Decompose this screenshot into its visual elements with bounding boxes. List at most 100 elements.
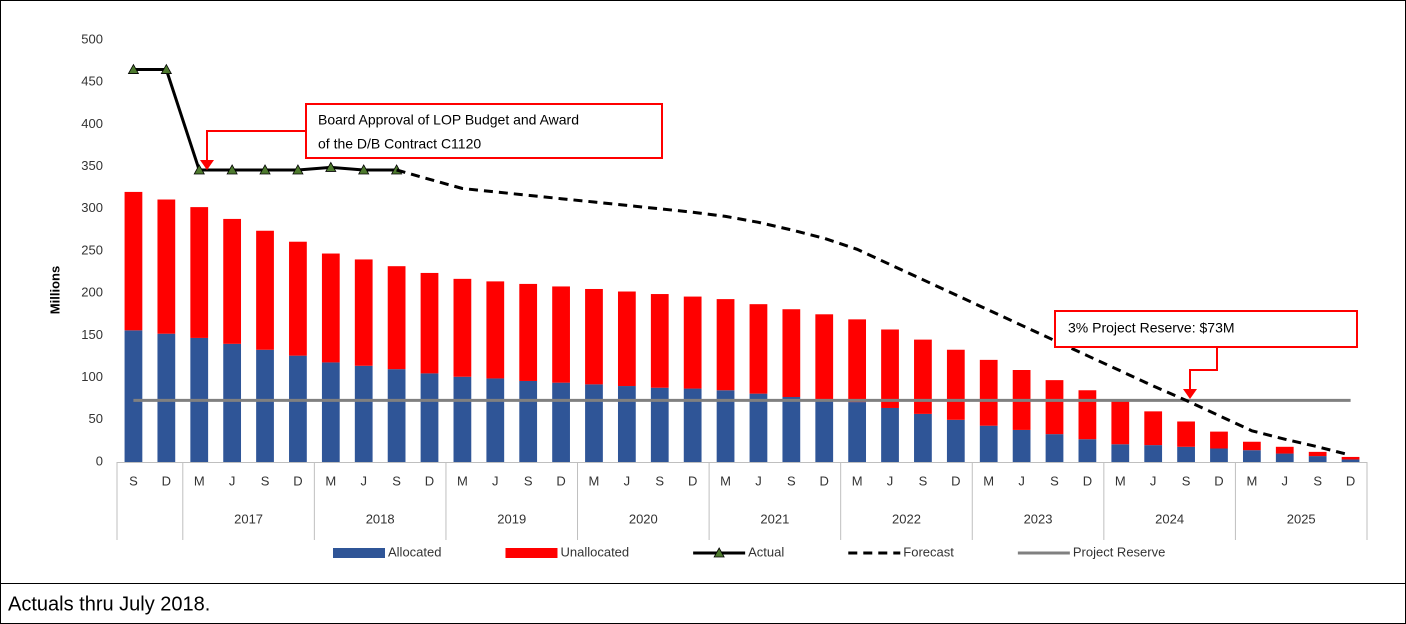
y-tick-label: 200 — [81, 285, 103, 300]
x-tick-label: M — [1246, 473, 1257, 488]
y-tick-label: 400 — [81, 116, 103, 131]
legend-label: Unallocated — [560, 544, 629, 559]
bar — [1341, 459, 1360, 462]
x-tick-label: D — [425, 473, 434, 488]
bar — [881, 329, 899, 408]
legend-label: Project Reserve — [1073, 544, 1165, 559]
group-label: 2020 — [629, 511, 658, 526]
bar — [683, 388, 702, 462]
x-tick-label: S — [392, 473, 401, 488]
bar — [848, 319, 867, 403]
x-tick-label: J — [229, 473, 236, 488]
y-tick-label: 0 — [96, 453, 103, 468]
group-label: 2024 — [1155, 511, 1184, 526]
bar — [617, 291, 636, 387]
legend-label: Forecast — [903, 544, 954, 559]
bar — [1111, 444, 1130, 462]
bar — [914, 413, 932, 462]
x-tick-label: M — [457, 473, 468, 488]
bar — [1275, 453, 1294, 462]
x-tick-label: D — [293, 473, 302, 488]
x-tick-label: S — [655, 473, 664, 488]
bar — [585, 288, 603, 385]
marker — [226, 164, 238, 175]
x-tick-label: J — [1282, 473, 1289, 488]
y-tick-label: 450 — [81, 74, 103, 89]
x-tick-label: D — [1083, 473, 1092, 488]
bar — [585, 384, 603, 462]
arrowhead — [1183, 389, 1197, 399]
annotation-box — [1054, 310, 1358, 348]
x-tick-label: D — [688, 473, 697, 488]
x-tick-label: M — [589, 473, 600, 488]
bar — [1144, 445, 1163, 462]
annotations: Board Approval of LOP Budget and Award o… — [200, 103, 1358, 399]
annotation-text: of the D/B Contract C1120 — [318, 136, 481, 152]
connector — [1189, 347, 1218, 391]
marker — [193, 164, 205, 175]
x-tick-label: J — [887, 473, 894, 488]
bar — [716, 390, 735, 462]
legend-swatch — [333, 548, 385, 558]
bar — [354, 365, 373, 462]
bar — [683, 296, 702, 389]
bar — [223, 343, 242, 462]
line — [396, 168, 1351, 457]
x-tick-label: J — [360, 473, 367, 488]
bar — [1012, 429, 1031, 462]
bar — [420, 373, 439, 462]
bar — [223, 218, 242, 344]
bar — [453, 278, 472, 377]
x-tick-label: S — [787, 473, 796, 488]
bar — [486, 281, 505, 379]
bar — [716, 299, 735, 391]
y-axis-label: Millions — [47, 266, 62, 314]
bar — [1144, 411, 1163, 446]
y-tick-label: 350 — [81, 158, 103, 173]
bar — [124, 330, 143, 462]
connector — [206, 130, 306, 162]
bar — [815, 314, 834, 400]
bar — [289, 241, 307, 356]
x-tick-label: S — [919, 473, 928, 488]
bar — [519, 283, 538, 381]
bar — [979, 425, 998, 462]
bar — [782, 309, 801, 398]
x-tick-label: S — [129, 473, 138, 488]
y-tick-label: 150 — [81, 327, 103, 342]
marker — [259, 164, 271, 175]
group-label: 2023 — [1024, 511, 1053, 526]
x-tick-label: M — [1115, 473, 1126, 488]
legend-marker — [713, 547, 725, 558]
bar — [815, 399, 834, 462]
bar — [979, 359, 998, 426]
group-label: 2021 — [760, 511, 789, 526]
bar — [1078, 439, 1097, 462]
x-tick-label: D — [556, 473, 565, 488]
bar — [881, 407, 899, 462]
bar — [486, 378, 505, 462]
y-tick-label: 100 — [81, 369, 103, 384]
bar — [552, 286, 570, 383]
bar — [1045, 380, 1064, 435]
x-tick-label: M — [325, 473, 336, 488]
bar — [552, 382, 570, 462]
bar — [946, 419, 965, 462]
marker — [292, 164, 304, 175]
bar — [289, 355, 307, 462]
bar — [782, 397, 801, 462]
legend-label: Allocated — [388, 544, 441, 559]
group-label: 2017 — [234, 511, 263, 526]
bar — [914, 339, 932, 414]
bar — [1341, 456, 1360, 460]
bar — [848, 402, 867, 462]
bar — [1242, 441, 1261, 451]
group-label: 2025 — [1287, 511, 1316, 526]
marker — [127, 63, 140, 74]
marker — [160, 63, 173, 74]
bar — [1308, 456, 1327, 462]
x-tick-label: D — [951, 473, 960, 488]
x-tick-label: J — [1150, 473, 1157, 488]
